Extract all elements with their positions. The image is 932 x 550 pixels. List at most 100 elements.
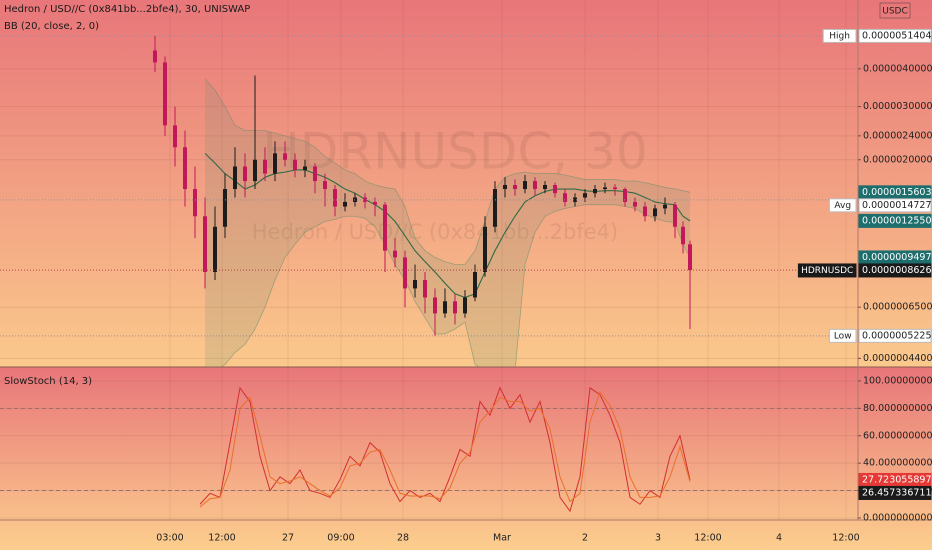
price-badge bbox=[858, 263, 932, 278]
candle-body bbox=[463, 297, 467, 314]
bb-lower bbox=[220, 204, 691, 367]
candle-body bbox=[213, 226, 217, 273]
y-tick-label: 80.0000000000 bbox=[863, 403, 932, 414]
candle-body bbox=[633, 201, 637, 207]
candle-body bbox=[533, 181, 537, 190]
candle-body bbox=[443, 301, 447, 314]
badge-name-box bbox=[828, 328, 857, 343]
price-badge-label: 26.4573367118 bbox=[862, 487, 932, 498]
badge-name: High bbox=[829, 31, 850, 41]
candle-body bbox=[553, 184, 557, 194]
currency-box[interactable] bbox=[879, 2, 911, 19]
candle-body bbox=[573, 197, 577, 202]
x-tick-label: 4 bbox=[776, 533, 782, 544]
y-tick-label: 0.0000040000 bbox=[863, 63, 932, 74]
candle-body bbox=[483, 226, 487, 273]
candle-body bbox=[393, 250, 397, 258]
x-tick-label: 03:00 bbox=[156, 533, 183, 544]
x-tick-label: 28 bbox=[397, 533, 409, 544]
badge-name-box bbox=[828, 198, 857, 213]
price-badge-label: 0.0000005225 bbox=[862, 330, 932, 341]
candle-body bbox=[593, 189, 597, 194]
candle-body bbox=[233, 166, 237, 190]
candle-body bbox=[313, 166, 317, 182]
candle-body bbox=[623, 189, 627, 202]
candle-body bbox=[273, 153, 277, 174]
price-badge-label: 0.0000008626 bbox=[862, 265, 932, 276]
x-tick-label: 12:00 bbox=[694, 533, 721, 544]
price-badge bbox=[858, 213, 932, 228]
y-tick-label: 0.0000006500 bbox=[863, 302, 932, 313]
badge-name: Avg bbox=[834, 201, 851, 211]
x-tick-label: 27 bbox=[282, 533, 294, 544]
y-tick-label: 0.0000024000 bbox=[863, 130, 932, 141]
x-tick-label: 3 bbox=[655, 533, 661, 544]
candle-body bbox=[603, 187, 607, 190]
price-badge bbox=[858, 28, 932, 43]
axes: 0.0000040000 0.0000030000 0.0000024000 0.00… bbox=[156, 28, 932, 544]
watermark-sub: Hedron / USD//C (0x841bb...2bfe4) bbox=[252, 220, 618, 244]
candle-body bbox=[193, 189, 197, 217]
badge-name: HDRNUSDC bbox=[801, 266, 853, 276]
stoch-line bbox=[199, 386, 691, 513]
candle-body bbox=[543, 184, 547, 190]
y-tick-label: 0.0000004400 bbox=[863, 353, 932, 364]
candle-body bbox=[583, 193, 587, 198]
candle-body bbox=[223, 189, 227, 227]
candle-body bbox=[253, 159, 257, 182]
price-badge bbox=[858, 328, 932, 343]
candle-body bbox=[423, 279, 427, 298]
candle-body bbox=[613, 187, 617, 190]
stoch-title: SlowStoch (14, 3) bbox=[4, 376, 92, 387]
stoch-line bbox=[199, 390, 691, 508]
candle-body bbox=[653, 208, 657, 217]
candle-body bbox=[493, 189, 497, 227]
candle-body bbox=[563, 193, 567, 202]
x-tick-label: 12:00 bbox=[208, 533, 235, 544]
main-plot bbox=[0, 0, 858, 367]
bb-fill bbox=[205, 79, 690, 367]
y-tick-label: 0.0000000000 bbox=[863, 512, 932, 523]
y-tick-label: 0.0000030000 bbox=[863, 101, 932, 112]
candle-body bbox=[523, 181, 527, 190]
candle-body bbox=[503, 184, 507, 190]
y-tick-label: 40.0000000000 bbox=[863, 458, 932, 469]
candle-body bbox=[153, 50, 157, 63]
price-badge bbox=[858, 198, 932, 213]
candle-body bbox=[643, 206, 647, 217]
candle-body bbox=[513, 184, 517, 190]
candle-body bbox=[373, 201, 377, 205]
price-badge-label: 0.0000012550 bbox=[862, 215, 932, 226]
candle-body bbox=[173, 125, 177, 148]
x-tick-label: Mar bbox=[493, 533, 511, 544]
badge-name-box bbox=[797, 263, 857, 278]
price-badge-label: 0.0000009497 bbox=[862, 252, 932, 263]
candle-body bbox=[323, 181, 327, 190]
candle-body bbox=[183, 147, 187, 190]
badge-name-box bbox=[822, 28, 857, 43]
candle-body bbox=[681, 226, 685, 245]
price-badge-label: 0.0000051404 bbox=[862, 30, 932, 41]
x-tick-label: 12:00 bbox=[832, 533, 859, 544]
x-tick-label: 09:00 bbox=[327, 533, 354, 544]
candle-body bbox=[203, 216, 207, 273]
candle-body bbox=[283, 153, 287, 160]
currency[interactable]: USDC bbox=[882, 7, 908, 17]
candle-body bbox=[333, 189, 337, 207]
candle-body bbox=[413, 279, 417, 289]
y-tick-label: 0.0000020000 bbox=[863, 154, 932, 165]
indicator-label: BB (20, close, 2, 0) bbox=[4, 21, 99, 32]
candle-body bbox=[163, 62, 167, 126]
candle-body bbox=[243, 166, 247, 182]
candle-body bbox=[688, 244, 692, 271]
candle-body bbox=[343, 201, 347, 207]
candle-body bbox=[403, 257, 407, 289]
candle-body bbox=[263, 159, 267, 174]
badge-name: Low bbox=[834, 331, 852, 341]
price-badge bbox=[858, 485, 932, 500]
candle-body bbox=[433, 297, 437, 314]
candle-body bbox=[363, 197, 367, 202]
stoch-pane-bg bbox=[0, 367, 932, 550]
y-tick-label: 100.0000000000 bbox=[863, 375, 932, 386]
